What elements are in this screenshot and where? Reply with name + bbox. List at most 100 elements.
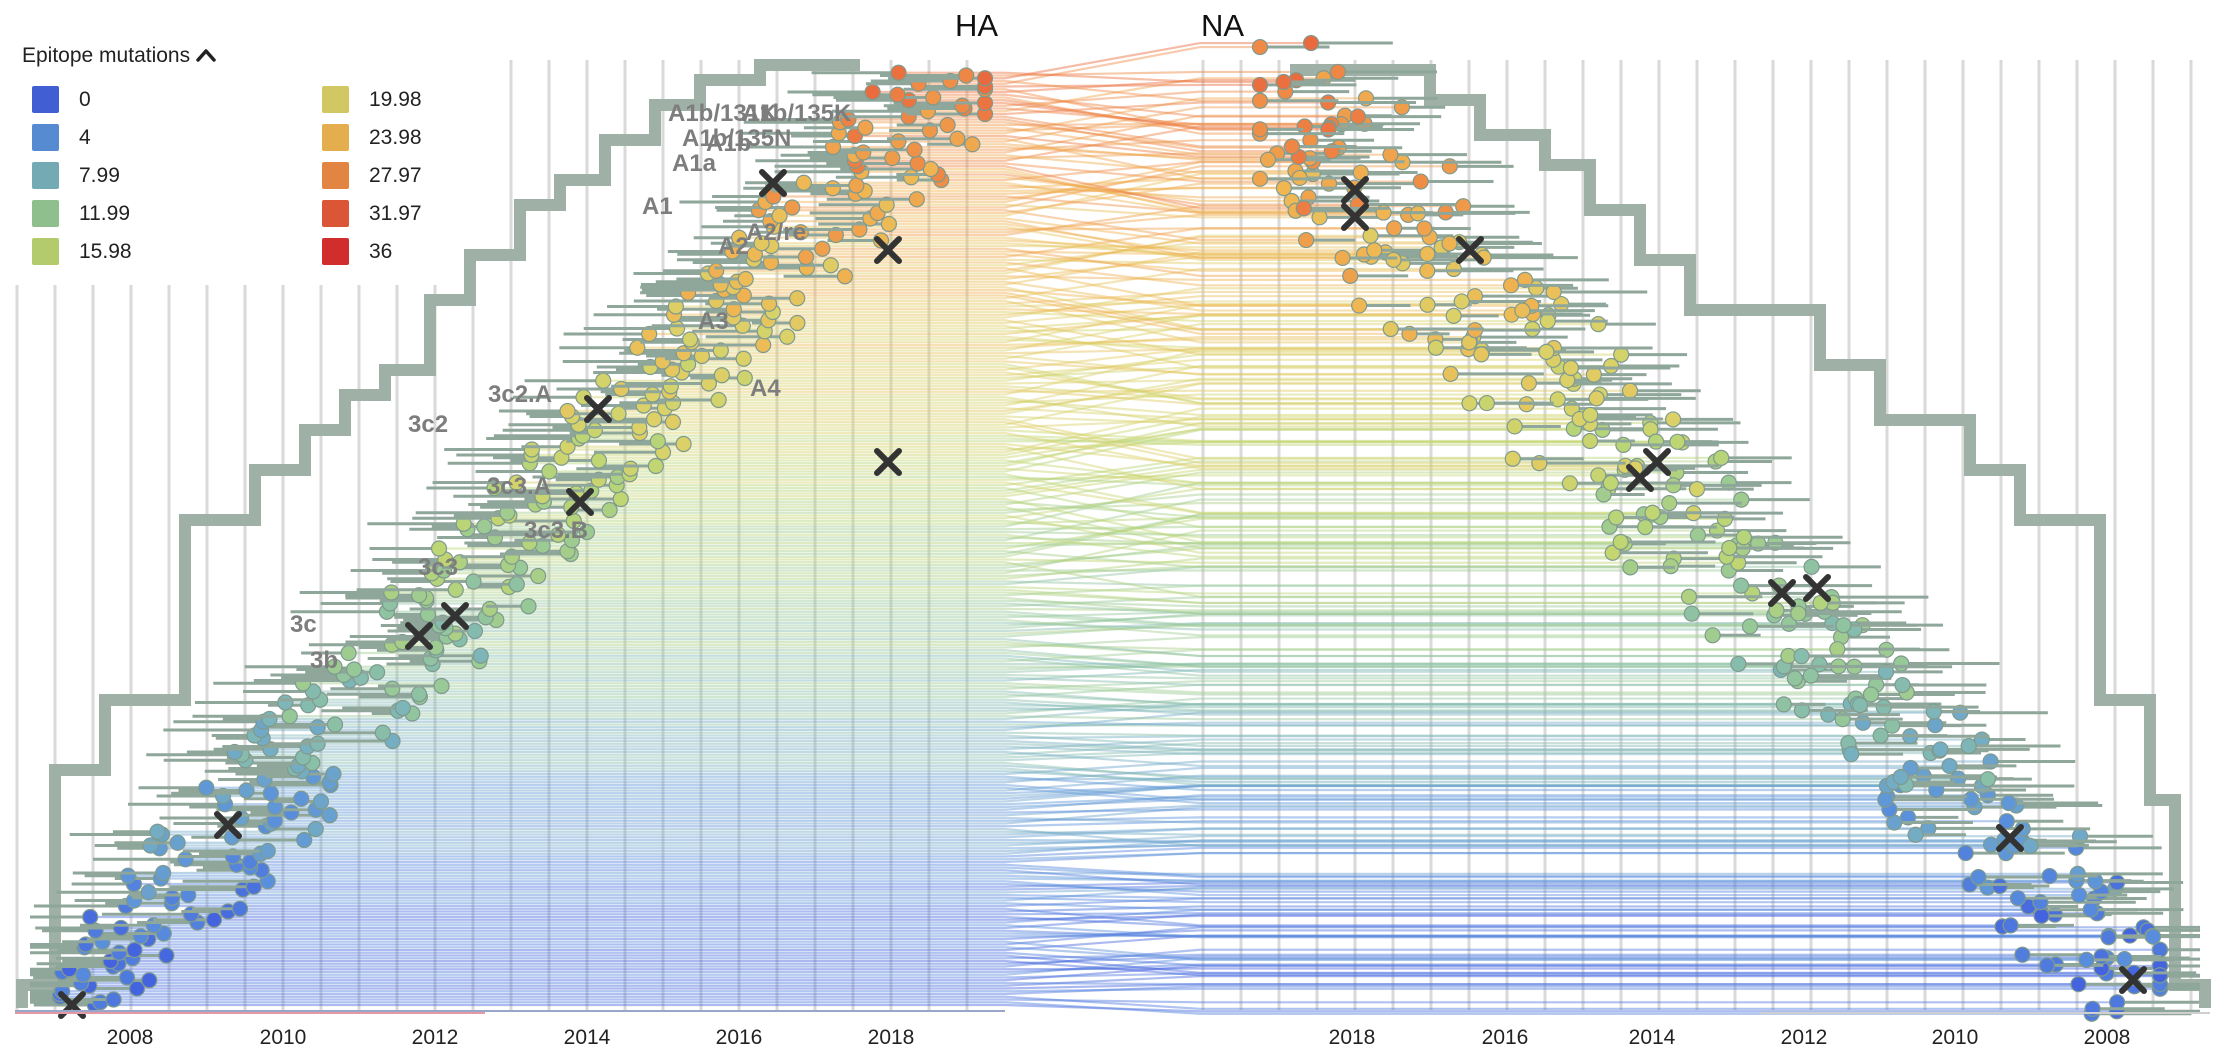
- na-tip[interactable]: [1621, 382, 1639, 399]
- ha-tip[interactable]: [149, 823, 166, 840]
- ha-tip[interactable]: [523, 441, 540, 458]
- ha-tip[interactable]: [824, 180, 841, 197]
- ha-tip[interactable]: [259, 842, 276, 860]
- na-tip[interactable]: [1351, 297, 1368, 314]
- na-tip[interactable]: [2022, 837, 2039, 854]
- ha-tip[interactable]: [245, 878, 262, 895]
- na-tip[interactable]: [2041, 867, 2058, 885]
- ha-tip[interactable]: [909, 155, 926, 172]
- ha-tip[interactable]: [735, 287, 752, 304]
- na-tip[interactable]: [1803, 558, 1820, 575]
- ha-tip[interactable]: [309, 735, 326, 752]
- na-tip[interactable]: [1877, 663, 1895, 680]
- ha-tip[interactable]: [309, 719, 326, 736]
- ha-tip[interactable]: [465, 573, 482, 590]
- na-tip[interactable]: [1768, 602, 1785, 619]
- ha-tip[interactable]: [735, 350, 752, 367]
- ha-tip[interactable]: [755, 336, 772, 354]
- legend-item[interactable]: 23.98: [322, 124, 422, 151]
- na-tip[interactable]: [1549, 391, 1566, 408]
- na-tip[interactable]: [1894, 676, 1911, 694]
- na-tip[interactable]: [1329, 63, 1346, 81]
- ha-tip[interactable]: [880, 215, 897, 233]
- na-tip[interactable]: [1741, 618, 1759, 635]
- na-tip[interactable]: [1561, 475, 1578, 492]
- ha-tip[interactable]: [296, 831, 313, 849]
- na-tip[interactable]: [1590, 316, 1607, 333]
- na-tip[interactable]: [1862, 686, 1880, 703]
- ha-tip[interactable]: [466, 622, 484, 640]
- na-tip[interactable]: [1595, 486, 1612, 503]
- na-tip[interactable]: [1982, 836, 2000, 853]
- ha-tip[interactable]: [737, 270, 754, 288]
- ha-tip[interactable]: [949, 130, 966, 147]
- ha-tip[interactable]: [668, 320, 686, 337]
- legend-item[interactable]: 0: [32, 86, 91, 113]
- na-tip[interactable]: [1732, 577, 1750, 594]
- ha-tip[interactable]: [231, 900, 249, 917]
- na-tip[interactable]: [1349, 108, 1367, 125]
- na-tip[interactable]: [1735, 529, 1752, 546]
- na-tip[interactable]: [1366, 242, 1383, 259]
- na-tip[interactable]: [1445, 307, 1462, 324]
- na-tip[interactable]: [1713, 449, 1730, 466]
- na-tip[interactable]: [1647, 433, 1665, 450]
- na-tip[interactable]: [1342, 267, 1359, 284]
- ha-tip[interactable]: [964, 136, 981, 153]
- ha-tip[interactable]: [710, 391, 727, 409]
- ha-tip[interactable]: [508, 474, 525, 491]
- na-tip[interactable]: [1251, 92, 1269, 109]
- na-tip[interactable]: [1251, 38, 1269, 56]
- ha-tip[interactable]: [890, 133, 907, 150]
- na-tip[interactable]: [1520, 375, 1537, 392]
- na-tip[interactable]: [1334, 249, 1351, 267]
- ha-tip[interactable]: [312, 793, 330, 810]
- na-tip[interactable]: [1786, 670, 1803, 687]
- na-tip[interactable]: [1802, 667, 1819, 684]
- ha-tip[interactable]: [105, 991, 122, 1008]
- na-tip[interactable]: [1661, 495, 1678, 512]
- ha-tip[interactable]: [878, 196, 895, 213]
- ha-tip[interactable]: [132, 928, 149, 945]
- na-tip[interactable]: [1892, 768, 1909, 786]
- ha-tip[interactable]: [908, 191, 925, 208]
- ha-tip[interactable]: [281, 708, 298, 725]
- ha-tip[interactable]: [795, 174, 812, 191]
- na-tip[interactable]: [1622, 559, 1639, 576]
- na-tip[interactable]: [1419, 262, 1436, 279]
- na-tip[interactable]: [2009, 890, 2026, 907]
- na-tip[interactable]: [1478, 394, 1495, 412]
- ha-tip[interactable]: [326, 716, 344, 733]
- ha-tip[interactable]: [486, 479, 503, 497]
- na-tip[interactable]: [1907, 826, 1924, 843]
- ha-tip[interactable]: [411, 587, 428, 604]
- ha-tip[interactable]: [601, 501, 618, 519]
- ha-tip[interactable]: [262, 785, 279, 802]
- na-tip[interactable]: [2100, 929, 2117, 946]
- na-tip[interactable]: [1461, 395, 1478, 412]
- ha-tip[interactable]: [779, 328, 796, 345]
- na-tip[interactable]: [1902, 759, 1919, 777]
- na-tip[interactable]: [1251, 76, 1269, 94]
- na-tip[interactable]: [1453, 293, 1470, 310]
- ha-tip[interactable]: [126, 941, 143, 959]
- ha-tip[interactable]: [481, 600, 498, 618]
- na-tip[interactable]: [1793, 702, 1811, 719]
- ha-tip[interactable]: [238, 782, 255, 799]
- ha-tip[interactable]: [921, 122, 939, 139]
- na-tip[interactable]: [2078, 951, 2095, 968]
- ha-tip[interactable]: [612, 490, 629, 508]
- ha-tip[interactable]: [708, 262, 725, 279]
- ha-tip[interactable]: [508, 576, 525, 593]
- ha-tip[interactable]: [321, 807, 338, 824]
- na-tip[interactable]: [1843, 746, 1860, 763]
- na-tip[interactable]: [1612, 533, 1629, 551]
- ha-tip[interactable]: [345, 661, 363, 678]
- na-tip[interactable]: [1957, 844, 1974, 862]
- na-tip[interactable]: [1932, 741, 1949, 758]
- ha-tip[interactable]: [261, 710, 278, 728]
- ha-tip[interactable]: [595, 372, 612, 389]
- na-tip[interactable]: [1877, 791, 1894, 808]
- ha-tip[interactable]: [814, 240, 831, 257]
